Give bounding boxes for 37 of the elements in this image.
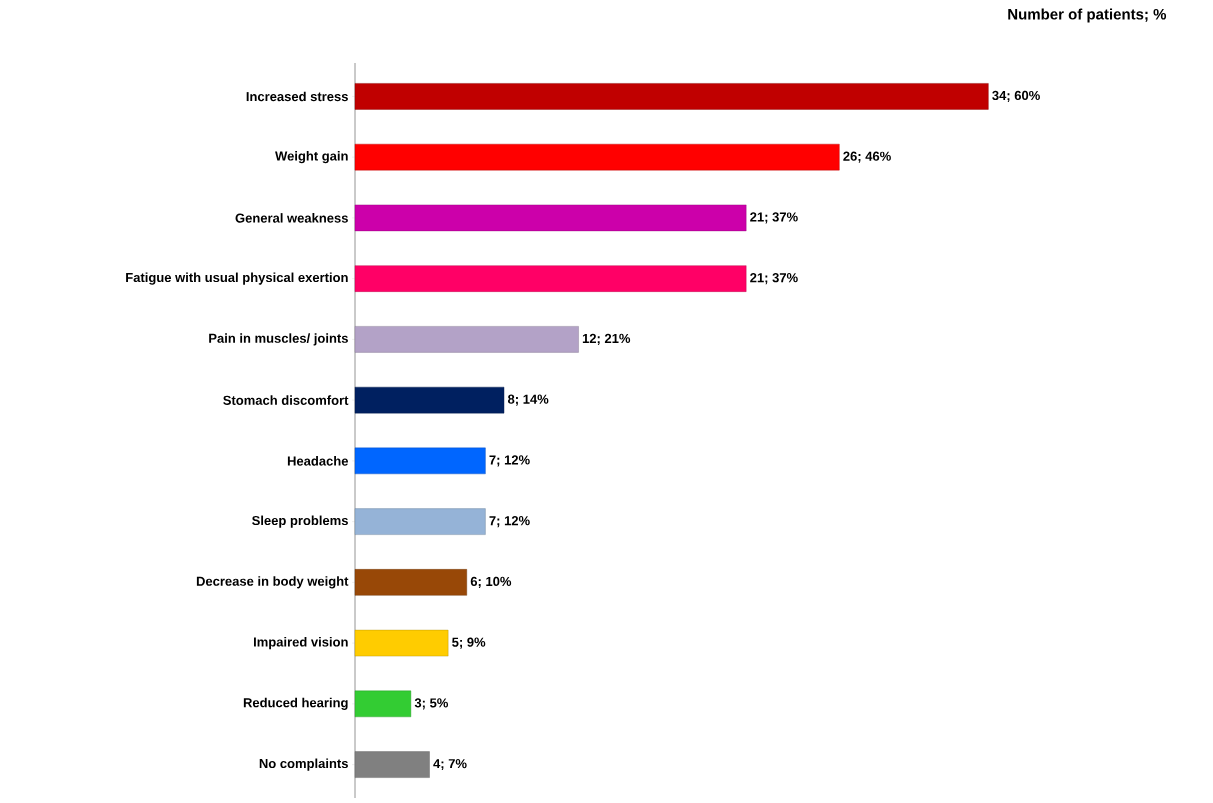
y-tick-label: Decrease in body weight — [196, 576, 349, 589]
y-tick-label: Pain in muscles/ joints — [209, 333, 348, 346]
data-label: 5; 9% — [452, 637, 486, 649]
y-tick-label: Fatigue with usual physical exertion — [126, 272, 348, 285]
bar — [354, 447, 486, 475]
data-label: 21; 37% — [750, 212, 798, 224]
data-label: 12; 21% — [582, 333, 631, 345]
data-label: 7; 12% — [489, 455, 530, 467]
y-tick-label: Impaired vision — [253, 637, 348, 650]
bar — [354, 204, 747, 232]
bar — [354, 629, 449, 657]
bar — [354, 569, 467, 596]
data-label: 3; 5% — [414, 698, 449, 710]
y-tick-label: General weakness — [235, 213, 348, 223]
bar — [354, 690, 412, 718]
data-label: 4; 7% — [433, 759, 467, 771]
bar — [354, 83, 989, 110]
bar — [354, 265, 747, 292]
data-label: 26; 46% — [843, 151, 891, 163]
bar — [354, 386, 505, 414]
y-tick-label: Stomach discomfort — [223, 395, 349, 405]
y-tick-label: Weight gain — [275, 151, 348, 164]
y-tick-label: Headache — [287, 456, 349, 466]
y-tick-label: Increased stress — [246, 91, 348, 102]
data-label: 8; 14% — [507, 394, 549, 406]
y-tick-label: Sleep problems — [252, 515, 348, 528]
data-label: 21; 37% — [750, 273, 798, 285]
y-tick-label: No complaints — [259, 758, 348, 771]
text: Number of patients; % — [1008, 8, 1167, 23]
y-tick-label: Reduced hearing — [243, 697, 348, 710]
data-label: 6; 10% — [470, 576, 512, 588]
bar — [354, 751, 430, 778]
bar — [354, 143, 840, 171]
bar — [354, 508, 486, 535]
data-label: 34; 60% — [992, 90, 1040, 102]
data-label: 7; 12% — [489, 516, 530, 528]
bar — [354, 326, 579, 353]
